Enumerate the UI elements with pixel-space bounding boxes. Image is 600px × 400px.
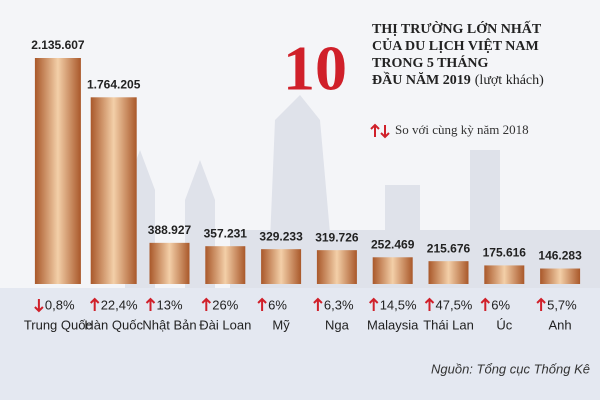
value-label: 2.135.607 xyxy=(31,38,85,52)
value-label: 319.726 xyxy=(315,230,359,244)
category-label: Đài Loan xyxy=(199,317,251,332)
change-label: 6% xyxy=(268,297,287,312)
category-label: Mỹ xyxy=(272,317,290,332)
value-label: 357.231 xyxy=(204,226,248,240)
category-label: Malaysia xyxy=(367,317,419,332)
change-label: 47,5% xyxy=(436,297,473,312)
bar xyxy=(90,97,137,284)
category-label: Nhật Bản xyxy=(142,317,196,332)
bar xyxy=(316,250,357,284)
change-label: 6,3% xyxy=(324,297,354,312)
change-arrow xyxy=(34,299,44,313)
bar xyxy=(34,58,81,284)
change-label: 5,7% xyxy=(547,297,577,312)
change-arrow xyxy=(145,297,156,311)
bar xyxy=(540,268,581,284)
bar xyxy=(205,246,246,284)
bar xyxy=(261,249,302,284)
change-arrow xyxy=(313,297,323,311)
title-line: TRONG 5 THÁNG xyxy=(372,54,489,71)
change-arrow xyxy=(480,297,491,311)
value-label: 388.927 xyxy=(148,223,192,237)
category-label: Thái Lan xyxy=(423,317,474,332)
big-number: 10 xyxy=(283,33,347,104)
change-arrow xyxy=(257,297,267,311)
bar xyxy=(372,257,413,284)
legend-arrows xyxy=(370,123,390,139)
value-label: 1.764.205 xyxy=(87,77,141,91)
title-unit: (lượt khách) xyxy=(475,73,544,88)
change-arrow xyxy=(201,297,212,311)
category-label: Anh xyxy=(549,317,572,332)
category-label: Nga xyxy=(325,317,350,332)
category-label: Hàn Quốc xyxy=(84,317,143,332)
value-label: 146.283 xyxy=(538,249,582,263)
category-label: Úc xyxy=(496,317,512,332)
change-arrow xyxy=(536,297,546,311)
legend: So với cùng kỳ năm 2018 xyxy=(395,122,529,137)
change-label: 6% xyxy=(491,297,510,312)
source: Nguồn: Tổng cục Thống Kê xyxy=(431,361,590,376)
bar xyxy=(428,261,469,284)
value-label: 175.616 xyxy=(483,246,527,260)
change-arrow xyxy=(368,297,379,311)
value-label: 329.233 xyxy=(259,229,303,243)
title-line: CỦA DU LỊCH VIỆT NAM xyxy=(372,37,539,54)
title-line: THỊ TRƯỜNG LỚN NHẤT xyxy=(372,20,542,37)
change-label: 0,8% xyxy=(45,297,75,312)
ground-band xyxy=(0,288,600,400)
bar xyxy=(484,265,525,284)
change-label: 13% xyxy=(157,297,183,312)
value-label: 215.676 xyxy=(427,241,471,255)
bar xyxy=(149,242,190,284)
change-arrow xyxy=(424,297,435,311)
title-line: ĐẦU NĂM 2019 (lượt khách) xyxy=(372,71,544,88)
change-label: 22,4% xyxy=(101,297,138,312)
title-line-main: ĐẦU NĂM 2019 xyxy=(372,71,471,88)
change-arrow xyxy=(89,297,100,311)
category-label: Trung Quốc xyxy=(24,317,93,332)
value-label: 252.469 xyxy=(371,237,415,251)
change-label: 26% xyxy=(212,297,238,312)
change-label: 14,5% xyxy=(380,297,417,312)
